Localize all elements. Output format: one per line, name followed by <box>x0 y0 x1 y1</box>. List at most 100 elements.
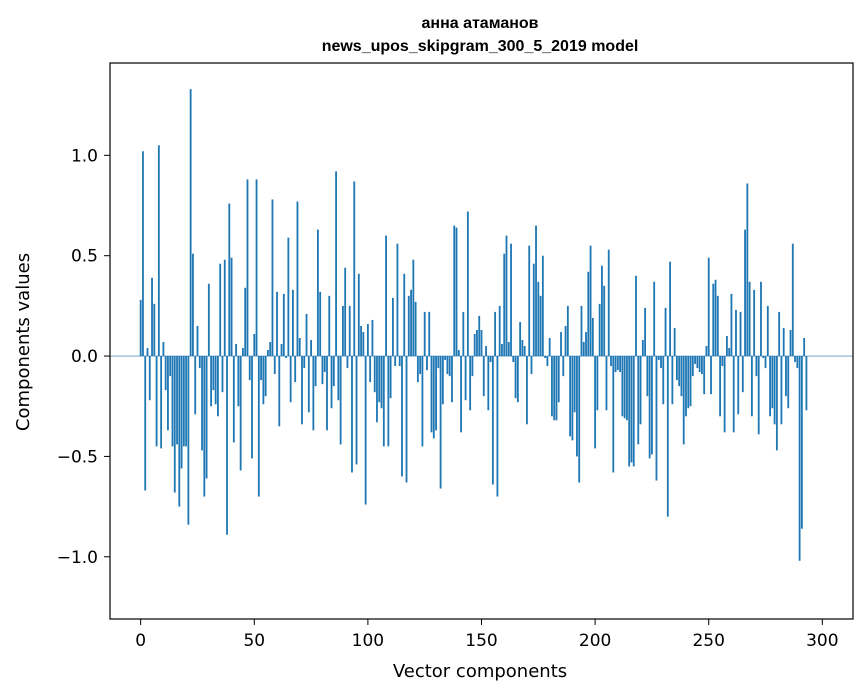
bar-75 <box>310 340 312 357</box>
bar-36 <box>221 356 224 393</box>
bar-223 <box>646 356 649 397</box>
bar-144 <box>466 211 469 357</box>
bar-88 <box>339 356 342 445</box>
bar-204 <box>603 285 606 357</box>
bar-236 <box>676 356 678 381</box>
bar-258 <box>725 335 728 357</box>
x-tick-label: 300 <box>806 631 838 651</box>
bar-183 <box>555 356 558 421</box>
bar-142 <box>462 311 465 357</box>
bar-76 <box>312 356 315 431</box>
bar-213 <box>623 356 626 419</box>
bar-21 <box>187 356 190 525</box>
bar-20 <box>185 356 188 447</box>
bar-53 <box>260 356 263 381</box>
bar-80 <box>321 356 324 385</box>
x-tick-label: 200 <box>579 631 611 651</box>
bar-66 <box>289 356 292 403</box>
bar-103 <box>373 356 376 393</box>
bar-137 <box>451 356 453 403</box>
bar-154 <box>489 356 492 363</box>
bar-63 <box>282 293 285 357</box>
bar-141 <box>460 356 462 433</box>
bar-250 <box>707 257 710 357</box>
bar-276 <box>766 305 769 357</box>
bar-4 <box>148 356 151 401</box>
bar-46 <box>244 287 247 357</box>
bar-42 <box>235 344 238 357</box>
x-tick-label: 250 <box>692 631 724 651</box>
bar-84 <box>330 356 333 409</box>
bar-116 <box>403 273 406 357</box>
bar-128 <box>430 356 433 433</box>
bar-226 <box>653 281 656 357</box>
bar-151 <box>482 356 485 397</box>
bar-81 <box>323 356 326 373</box>
bar-120 <box>412 259 415 357</box>
bar-38 <box>226 356 228 535</box>
bar-156 <box>494 311 497 357</box>
bar-104 <box>376 356 378 423</box>
bar-101 <box>369 356 372 383</box>
bar-187 <box>564 325 567 357</box>
bar-45 <box>242 348 244 357</box>
bar-220 <box>639 356 642 425</box>
bar-1 <box>142 151 144 357</box>
bar-221 <box>641 340 644 357</box>
bar-229 <box>660 356 662 369</box>
bar-95 <box>355 356 358 465</box>
x-axis-label: Vector components <box>393 661 567 682</box>
bar-203 <box>601 265 603 357</box>
bar-157 <box>496 356 499 497</box>
bar-111 <box>391 297 394 357</box>
bar-62 <box>280 344 283 357</box>
bar-218 <box>635 275 637 357</box>
bar-224 <box>648 356 651 459</box>
bar-232 <box>666 356 669 517</box>
bar-118 <box>407 295 410 357</box>
bar-174 <box>535 225 537 357</box>
bar-126 <box>426 356 428 371</box>
bar-125 <box>423 311 426 357</box>
bar-17 <box>178 356 181 507</box>
bar-129 <box>432 356 435 439</box>
bar-100 <box>366 323 369 357</box>
bar-99 <box>364 356 367 505</box>
y-tick-label: −0.5 <box>57 447 98 467</box>
bar-237 <box>678 356 681 387</box>
bar-216 <box>630 356 633 463</box>
bar-273 <box>760 281 762 357</box>
bar-135 <box>446 356 449 375</box>
bar-180 <box>548 337 551 357</box>
bar-169 <box>523 346 526 357</box>
bar-175 <box>537 281 540 357</box>
bar-65 <box>287 237 290 357</box>
bar-171 <box>528 245 531 357</box>
bar-117 <box>405 356 408 483</box>
bar-192 <box>576 356 578 457</box>
bar-277 <box>769 356 771 417</box>
bar-41 <box>232 356 235 443</box>
bar-71 <box>301 356 303 425</box>
bar-272 <box>757 356 760 435</box>
bar-127 <box>428 311 431 357</box>
bar-29 <box>205 356 208 479</box>
bar-275 <box>764 356 767 369</box>
bar-10 <box>162 342 165 357</box>
x-axis-ticks: 0 50 100 150 200 250 300 <box>135 619 839 651</box>
bar-91 <box>346 356 349 369</box>
bar-86 <box>335 171 337 357</box>
bar-260 <box>730 293 733 357</box>
bar-251 <box>710 356 712 395</box>
bar-93 <box>351 356 353 473</box>
bar-286 <box>789 329 792 357</box>
bar-50 <box>253 333 256 357</box>
bar-263 <box>737 356 740 415</box>
bar-287 <box>791 243 794 357</box>
bar-269 <box>750 356 753 417</box>
bar-254 <box>716 295 719 357</box>
bar-264 <box>739 311 742 357</box>
bar-133 <box>441 356 444 405</box>
bar-283 <box>782 327 785 357</box>
bar-123 <box>419 356 422 375</box>
